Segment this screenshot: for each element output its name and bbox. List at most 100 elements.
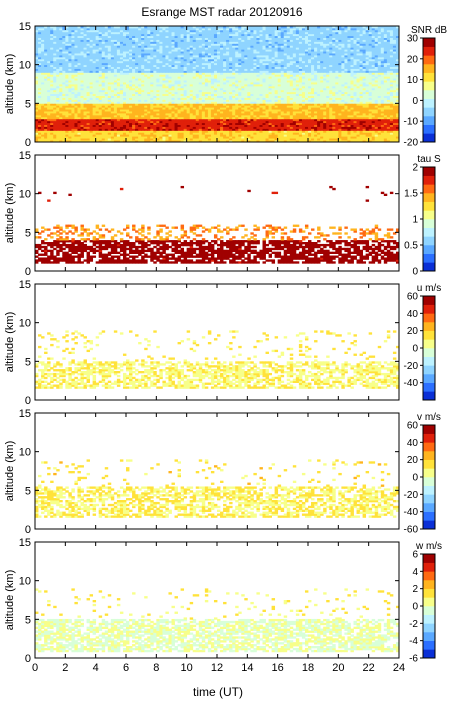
heatmap-cell — [301, 103, 306, 106]
heatmap-cell — [159, 78, 163, 81]
heatmap-cell — [314, 93, 318, 96]
heatmap-cell — [56, 134, 60, 137]
heatmap-cell — [198, 64, 203, 67]
heatmap-cell — [201, 122, 206, 125]
heatmap-cell — [314, 128, 318, 131]
heatmap-cell — [201, 109, 206, 112]
heatmap-cell — [223, 122, 227, 125]
heatmap-cell — [204, 136, 209, 139]
heatmap-cell — [141, 99, 145, 102]
heatmap-cell — [153, 78, 157, 81]
heatmap-cell — [210, 70, 215, 73]
heatmap-cell — [292, 66, 297, 69]
heatmap-cell — [226, 91, 230, 95]
heatmap-cell — [144, 64, 148, 67]
heatmap-cell — [204, 126, 209, 129]
heatmap-cell — [62, 124, 66, 127]
heatmap-cell — [38, 87, 42, 91]
heatmap-cell — [247, 85, 251, 89]
heatmap-cell — [62, 103, 66, 106]
heatmap-cell — [62, 107, 66, 110]
heatmap-cell — [119, 80, 124, 83]
heatmap-cell — [223, 70, 227, 73]
heatmap-cell — [132, 82, 136, 85]
heatmap-cell — [59, 68, 63, 71]
heatmap-cell — [274, 66, 279, 69]
heatmap-cell — [44, 91, 48, 95]
heatmap-cell — [110, 130, 115, 133]
heatmap-cell — [271, 109, 276, 112]
heatmap-cell — [92, 109, 97, 112]
heatmap-cell — [165, 109, 169, 112]
heatmap-cell — [262, 80, 266, 83]
heatmap-cell — [235, 89, 239, 93]
heatmap-cell — [159, 72, 163, 75]
heatmap-cell — [256, 89, 260, 93]
heatmap-cell — [156, 97, 160, 100]
heatmap-cell — [338, 134, 342, 137]
heatmap-cell — [198, 70, 203, 73]
heatmap-cell — [195, 70, 200, 73]
heatmap-cell — [71, 91, 75, 95]
heatmap-cell — [62, 93, 66, 96]
heatmap-cell — [62, 72, 66, 75]
heatmap-cell — [162, 114, 166, 118]
heatmap-cell — [189, 60, 194, 64]
heatmap-cell — [365, 72, 370, 75]
heatmap-cell — [286, 124, 291, 127]
heatmap-cell — [171, 99, 175, 102]
heatmap-cell — [295, 111, 300, 114]
heatmap-cell — [56, 120, 60, 124]
heatmap-cell — [95, 103, 100, 106]
heatmap-cell — [262, 105, 266, 108]
heatmap-cell — [365, 111, 370, 114]
heatmap-cell — [113, 113, 118, 116]
heatmap-cell — [365, 128, 370, 131]
heatmap-cell — [259, 126, 263, 129]
heatmap-cell — [241, 107, 245, 110]
heatmap-cell — [377, 118, 382, 122]
heatmap-cell — [59, 128, 63, 131]
heatmap-cell — [68, 130, 72, 133]
heatmap-cell — [332, 126, 336, 129]
heatmap-cell — [274, 118, 279, 122]
heatmap-cell — [122, 97, 127, 100]
heatmap-cell — [141, 66, 145, 69]
heatmap-cell — [314, 132, 318, 135]
heatmap-cell — [277, 101, 282, 104]
heatmap-cell — [265, 136, 269, 139]
heatmap-cell — [371, 84, 376, 87]
heatmap-cell — [341, 105, 345, 108]
heatmap-cell — [244, 93, 248, 96]
heatmap-cell — [283, 128, 288, 131]
heatmap-cell — [368, 126, 373, 129]
heatmap-cell — [377, 122, 382, 125]
heatmap-cell — [220, 120, 224, 124]
heatmap-cell — [50, 85, 54, 89]
heatmap-cell — [295, 103, 300, 106]
heatmap-cell — [392, 114, 397, 118]
heatmap-cell — [308, 82, 312, 85]
heatmap-cell — [226, 113, 230, 116]
heatmap-cell — [35, 134, 39, 137]
heatmap-cell — [47, 118, 51, 122]
heatmap-cell — [383, 116, 388, 120]
heatmap-cell — [377, 76, 382, 79]
heatmap-cell — [332, 72, 336, 75]
heatmap-cell — [186, 62, 191, 66]
heatmap-cell — [147, 84, 151, 87]
heatmap-cell — [122, 68, 127, 71]
heatmap-cell — [347, 80, 351, 83]
heatmap-cell — [226, 122, 230, 125]
heatmap-cell — [386, 66, 391, 69]
heatmap-cell — [217, 103, 221, 106]
heatmap-cell — [129, 138, 133, 141]
heatmap-cell — [98, 97, 103, 100]
heatmap-cell — [107, 111, 112, 114]
heatmap-cell — [141, 113, 145, 116]
heatmap-cell — [156, 130, 160, 133]
heatmap-cell — [344, 116, 348, 120]
heatmap-cell — [119, 136, 124, 139]
heatmap-cell — [220, 72, 224, 75]
heatmap-cell — [86, 70, 90, 73]
